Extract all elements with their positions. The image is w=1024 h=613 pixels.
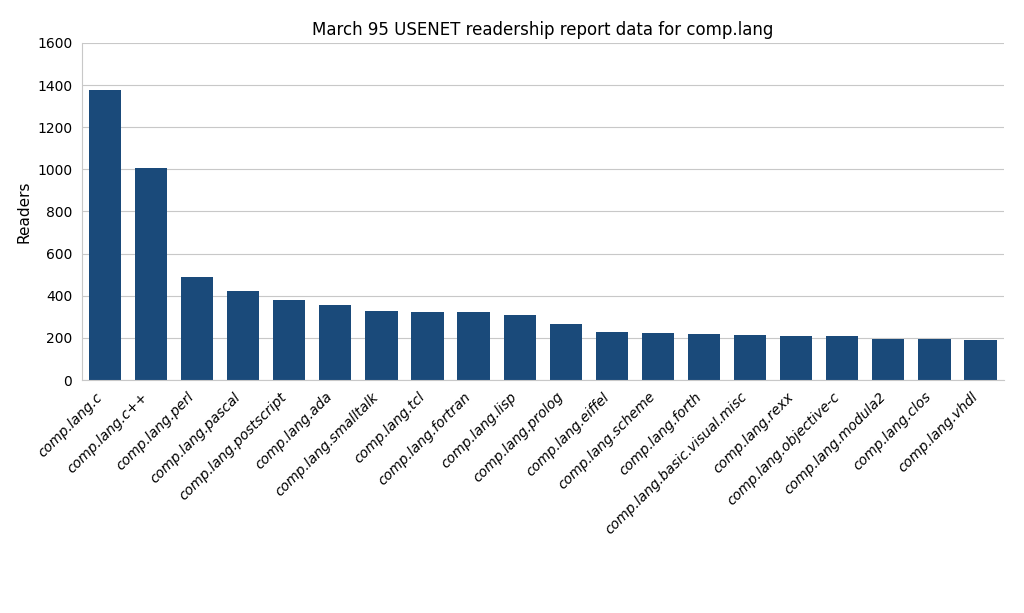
Bar [135, 169, 167, 380]
Bar [181, 278, 213, 380]
Y-axis label: Readers: Readers [16, 180, 32, 243]
Bar [319, 305, 351, 380]
Bar [550, 324, 582, 380]
Bar [872, 338, 904, 380]
Bar [826, 336, 858, 380]
Bar [780, 336, 812, 380]
Bar [596, 332, 628, 380]
Bar [458, 312, 489, 380]
Bar [412, 311, 443, 380]
Bar [688, 334, 720, 380]
Bar [89, 90, 121, 380]
Bar [642, 333, 674, 380]
Bar [734, 335, 766, 380]
Bar [273, 300, 305, 380]
Bar [227, 291, 259, 380]
Bar [965, 340, 996, 380]
Bar [366, 311, 397, 380]
Title: March 95 USENET readership report data for comp.lang: March 95 USENET readership report data f… [312, 21, 773, 39]
Bar [504, 315, 536, 380]
Bar [919, 339, 950, 380]
